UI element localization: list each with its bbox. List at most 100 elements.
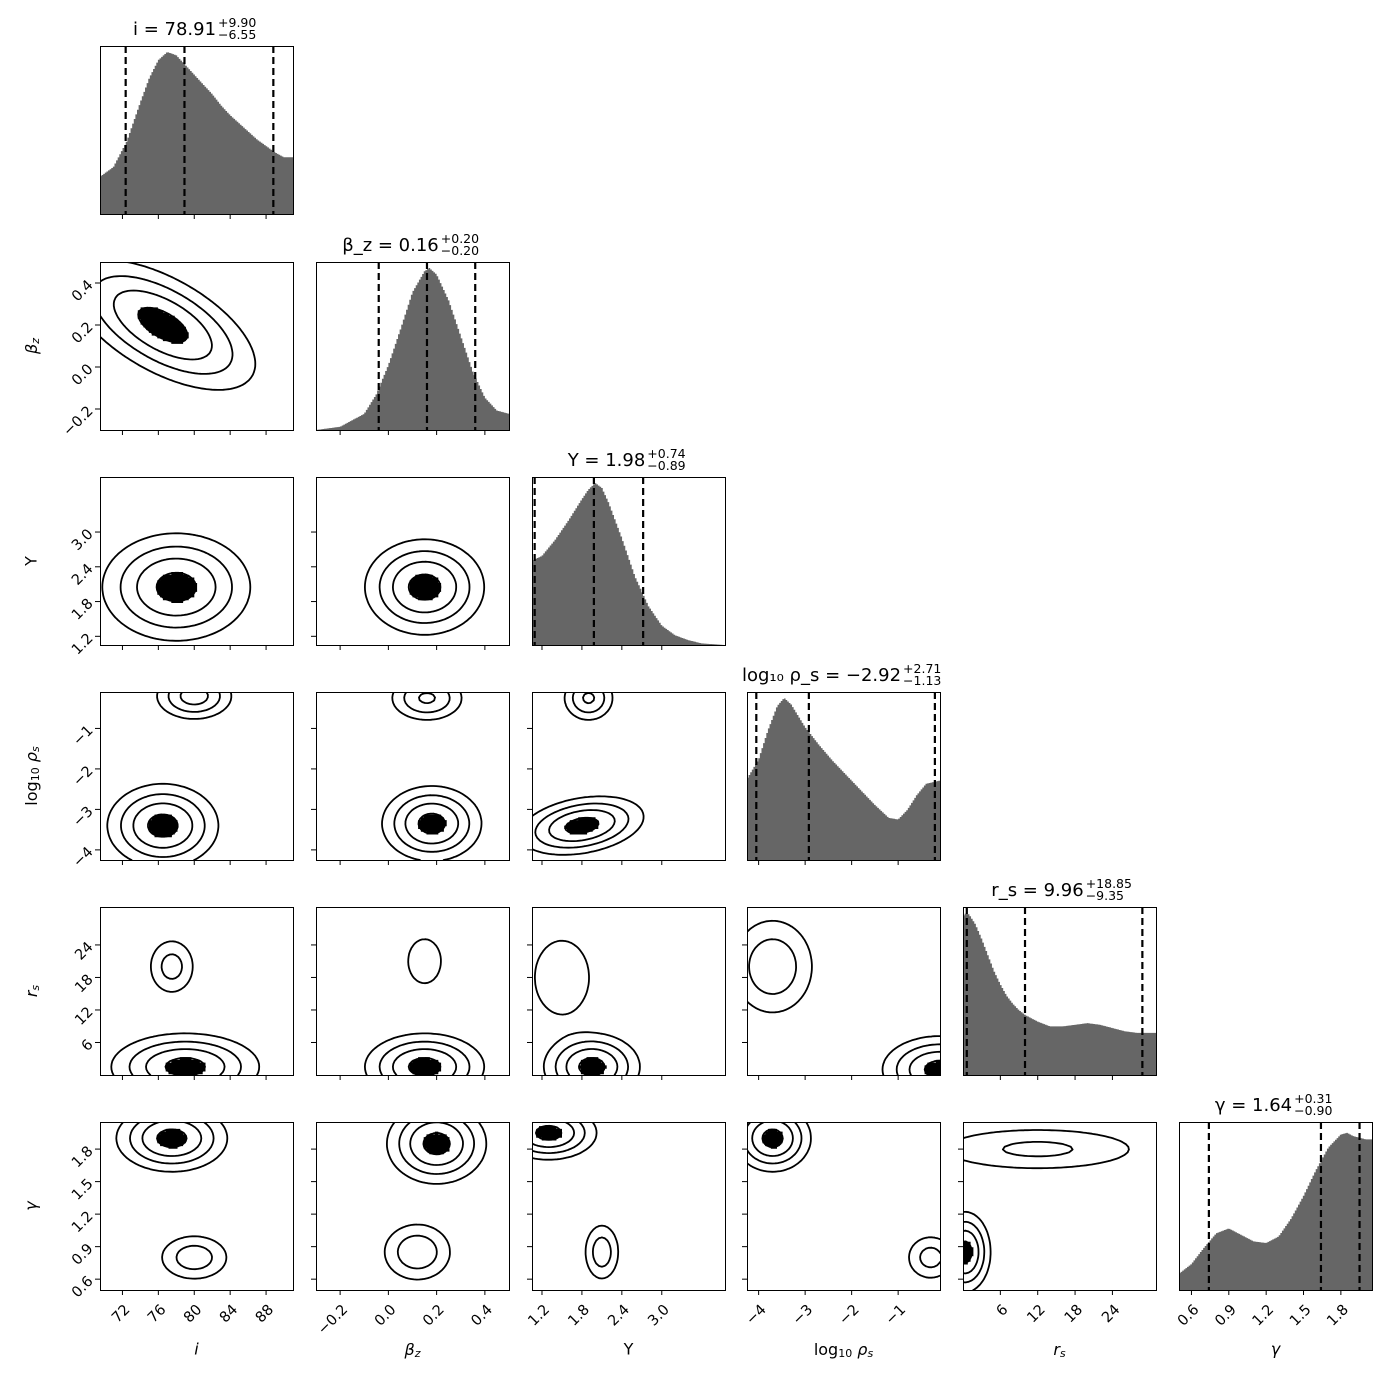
yaxis-label-beta: βz bbox=[22, 338, 43, 355]
contour-level-0-gamma-vs-rs bbox=[963, 1240, 973, 1264]
xtick-label-rs-0: 6 bbox=[994, 1302, 1012, 1320]
title-main-gamma: γ = 1.64 bbox=[1215, 1095, 1292, 1116]
xtick-label-rs-1: 12 bbox=[1024, 1302, 1048, 1326]
contour-level-2-Y-vs-beta bbox=[378, 550, 471, 624]
contour-panel-logrho-vs-beta bbox=[381, 692, 483, 860]
xtick-label-gamma-2: 1.2 bbox=[1250, 1302, 1278, 1330]
contour-panel-rs-vs-Y bbox=[534, 939, 641, 1075]
contour-level-3-logrho-vs-Y bbox=[532, 692, 645, 856]
xtick-label-logrho-1: −3 bbox=[790, 1302, 816, 1328]
histogram-Y bbox=[532, 483, 725, 645]
contour-level-0-beta-vs-i bbox=[137, 306, 189, 344]
panel-frame-4-2 bbox=[532, 907, 726, 1076]
hist-panel-rs bbox=[963, 907, 1156, 1075]
yaxis-label-Y: Y bbox=[22, 556, 41, 567]
ytick-label-logrho-0: −4 bbox=[70, 844, 96, 870]
ytick-label-gamma-0: 0.6 bbox=[69, 1274, 97, 1302]
ytick-label-beta-3: 0.4 bbox=[69, 277, 97, 305]
xtick-label-gamma-3: 1.5 bbox=[1287, 1302, 1315, 1330]
xtick-label-i-4: 88 bbox=[253, 1302, 277, 1326]
contour-level-2-gamma-vs-logrho bbox=[747, 1122, 940, 1269]
xtick-label-gamma-1: 0.9 bbox=[1212, 1302, 1240, 1330]
contour-level-1-rs-vs-Y bbox=[565, 1048, 619, 1075]
contour-panel-beta-vs-i bbox=[100, 262, 257, 391]
hist-panel-gamma bbox=[1179, 1122, 1372, 1290]
title-minus-beta: −0.20 bbox=[441, 243, 479, 258]
contour-level-1-beta-vs-i bbox=[112, 289, 213, 361]
title-plus-logrho: +2.71 bbox=[903, 661, 941, 676]
panel-title-rs: r_s = 9.96 +18.85−9.35 bbox=[991, 876, 1132, 903]
ytick-label-rs-0: 6 bbox=[79, 1037, 97, 1055]
contour-panel-gamma-vs-logrho bbox=[747, 1122, 940, 1279]
contour-core-Y-vs-beta bbox=[409, 574, 442, 601]
contour-level-1-gamma-vs-logrho bbox=[751, 1122, 794, 1157]
xtick-label-Y-1: 1.8 bbox=[565, 1302, 593, 1330]
panel-frame-5-0 bbox=[100, 1122, 294, 1291]
contour-level-0-gamma-vs-logrho bbox=[761, 1128, 784, 1149]
xaxis-label-i: i bbox=[194, 1340, 199, 1359]
contour-level-2-rs-vs-logrho bbox=[748, 938, 940, 1075]
contour-panel-gamma-vs-beta bbox=[383, 1122, 488, 1281]
ytick-label-rs-2: 18 bbox=[72, 972, 96, 996]
contour-level-0-gamma-vs-beta bbox=[422, 1132, 451, 1156]
panel-frame-4-0 bbox=[100, 907, 294, 1076]
xtick-label-rs-3: 24 bbox=[1099, 1302, 1123, 1326]
contour-level-2-Y-vs-i bbox=[119, 545, 233, 629]
contour-level-3-rs-vs-i bbox=[110, 940, 261, 1075]
panel-frame-1-0 bbox=[100, 262, 294, 431]
contour-core-rs-vs-i bbox=[165, 1057, 206, 1075]
contour-level-2-logrho-vs-beta bbox=[393, 692, 471, 853]
panel-title-i: i = 78.91 +9.90−6.55 bbox=[133, 15, 256, 42]
contour-panel-rs-vs-i bbox=[110, 940, 261, 1075]
contour-level-1-gamma-vs-rs bbox=[963, 1229, 980, 1275]
panel-frame-5-4 bbox=[963, 1122, 1157, 1291]
contour-level-2-beta-vs-i bbox=[100, 275, 234, 375]
xtick-label-logrho-0: −4 bbox=[743, 1302, 769, 1328]
ytick-label-logrho-3: −1 bbox=[70, 723, 96, 749]
contour-panel-rs-vs-beta bbox=[364, 938, 486, 1075]
yaxis-label-rs: rs bbox=[22, 985, 43, 998]
panel-frame-1-1 bbox=[316, 262, 510, 431]
histogram-i bbox=[100, 52, 293, 214]
title-minus-rs: −9.35 bbox=[1086, 888, 1124, 903]
title-minus-gamma: −0.90 bbox=[1294, 1103, 1332, 1118]
panel-frame-3-3 bbox=[747, 692, 941, 861]
panel-frame-2-2 bbox=[532, 477, 726, 646]
contour-level-1-logrho-vs-Y bbox=[548, 692, 616, 842]
title-minus-Y: −0.89 bbox=[647, 458, 685, 473]
title-plus-beta: +0.20 bbox=[441, 231, 479, 246]
panel-frame-3-2 bbox=[532, 692, 726, 861]
title-main-Y: Y = 1.98 bbox=[567, 450, 646, 471]
xtick-label-i-2: 80 bbox=[181, 1302, 205, 1326]
yaxis-label-logrho: log10 ρs bbox=[22, 746, 43, 806]
contour-core-gamma-vs-i bbox=[157, 1128, 186, 1149]
contour-level-0-logrho-vs-beta bbox=[417, 812, 446, 835]
title-main-logrho: log₁₀ ρ_s = −2.92 bbox=[742, 665, 901, 686]
contour-level-0-rs-vs-logrho bbox=[923, 1059, 940, 1075]
panel-frame-2-0 bbox=[100, 477, 294, 646]
panel-frame-3-1 bbox=[316, 692, 510, 861]
ytick-label-logrho-2: −2 bbox=[70, 763, 96, 789]
panel-frame-5-1 bbox=[316, 1122, 510, 1291]
contour-level-1-gamma-vs-beta bbox=[409, 1122, 464, 1166]
ytick-label-Y-2: 2.4 bbox=[69, 561, 97, 589]
panel-frame-4-1 bbox=[316, 907, 510, 1076]
ytick-label-beta-2: 0.2 bbox=[69, 319, 97, 347]
contour-core-gamma-vs-Y bbox=[536, 1126, 562, 1141]
xaxis-label-gamma: γ bbox=[1271, 1340, 1282, 1359]
ytick-label-Y-3: 3.0 bbox=[69, 526, 97, 554]
xtick-label-logrho-2: −2 bbox=[836, 1302, 862, 1328]
ytick-label-Y-0: 1.2 bbox=[69, 631, 97, 659]
ytick-label-rs-1: 12 bbox=[72, 1004, 96, 1028]
ytick-label-Y-1: 1.8 bbox=[69, 596, 97, 624]
contour-level-3-gamma-vs-logrho bbox=[747, 1122, 940, 1279]
contour-level-2-logrho-vs-Y bbox=[534, 692, 630, 849]
contour-level-1-gamma-vs-i bbox=[141, 1122, 203, 1157]
title-plus-Y: +0.74 bbox=[647, 446, 685, 461]
contour-level-0-Y-vs-i bbox=[155, 571, 197, 603]
contour-level-3-gamma-vs-beta bbox=[383, 1122, 488, 1281]
contour-core-logrho-vs-beta bbox=[418, 814, 447, 835]
panel-frame-3-0 bbox=[100, 692, 294, 861]
xtick-label-Y-2: 2.4 bbox=[605, 1302, 633, 1330]
contour-panel-rs-vs-logrho bbox=[747, 919, 940, 1075]
